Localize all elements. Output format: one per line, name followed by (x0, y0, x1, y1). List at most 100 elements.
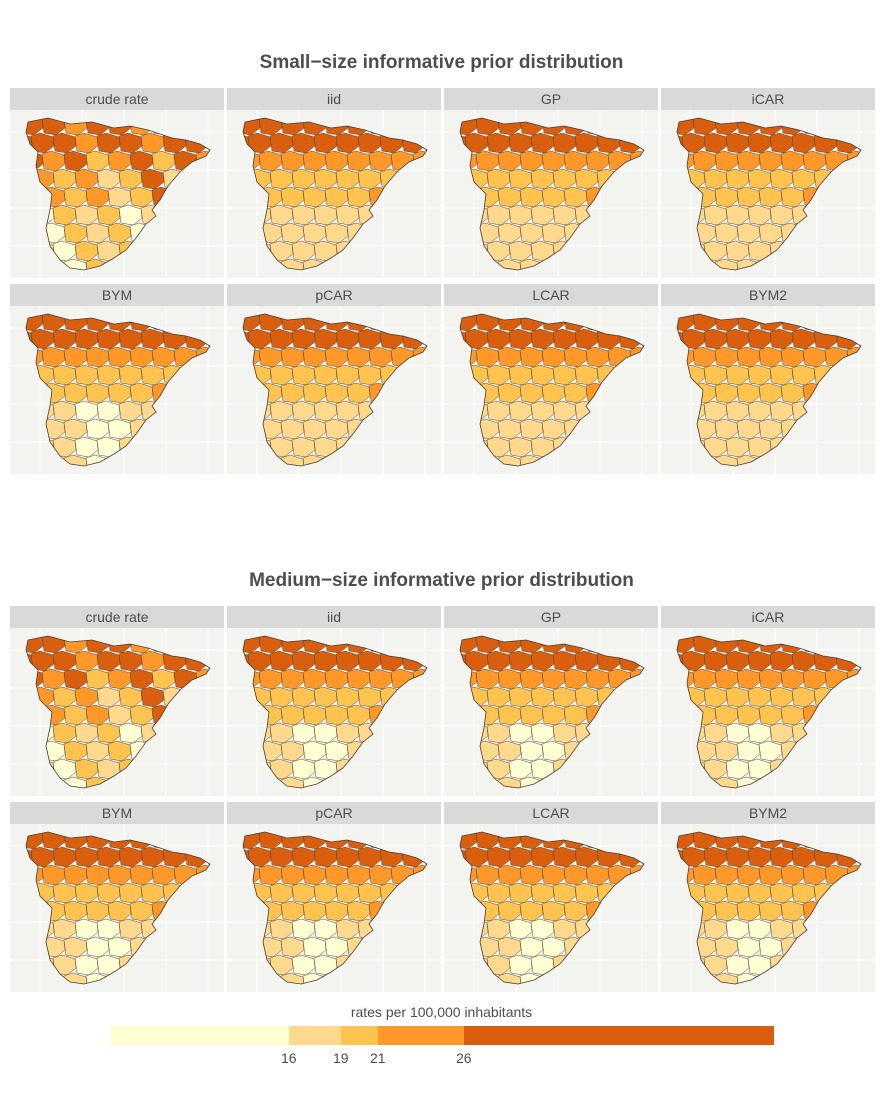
province-region (269, 882, 294, 904)
province-region (758, 900, 783, 922)
province-region (41, 222, 66, 244)
province-region (585, 454, 610, 466)
province-region (26, 686, 33, 708)
province-region (758, 258, 783, 270)
facet-strip-label: crude rate (10, 88, 224, 110)
province-region (280, 704, 305, 726)
province-region (107, 222, 132, 244)
province-region (390, 454, 415, 466)
province-region (802, 740, 827, 762)
province-region (390, 704, 415, 726)
province-region (302, 222, 327, 244)
choropleth-map (10, 628, 224, 796)
province-region (151, 222, 176, 244)
province-region (692, 150, 717, 172)
province-region (769, 882, 794, 904)
province-region (85, 418, 110, 440)
facet-panel: BYM2 (661, 802, 875, 992)
province-region (703, 364, 728, 386)
province-region (530, 758, 555, 780)
province-region (423, 168, 427, 190)
province-region (26, 882, 33, 904)
province-region (618, 436, 643, 458)
province-region (346, 222, 371, 244)
province-region (118, 204, 143, 226)
province-region (324, 258, 349, 270)
province-region (74, 204, 99, 226)
province-region (530, 204, 555, 226)
province-region (247, 364, 272, 386)
province-region (692, 776, 717, 788)
province-region (184, 436, 209, 458)
province-region (258, 186, 283, 208)
province-region (173, 776, 198, 788)
province-region (508, 882, 533, 904)
province-region (41, 418, 66, 440)
province-region (346, 258, 371, 270)
province-region (423, 758, 427, 780)
province-region (302, 346, 327, 368)
choropleth-map (10, 824, 224, 992)
province-region (769, 686, 794, 708)
province-region (52, 722, 77, 744)
province-region (423, 364, 427, 386)
province-region (692, 900, 717, 922)
province-region (607, 382, 632, 404)
province-region (247, 882, 272, 904)
province-region (725, 846, 750, 868)
province-region (26, 364, 33, 386)
province-region (835, 364, 860, 386)
province-region (747, 204, 772, 226)
province-region (736, 704, 761, 726)
province-region (464, 846, 489, 868)
province-region (508, 168, 533, 190)
province-region (52, 954, 77, 976)
province-region (96, 328, 121, 350)
province-region (258, 864, 283, 886)
province-region (368, 900, 393, 922)
legend-title: rates per 100,000 inhabitants (350, 1004, 533, 1020)
province-region (824, 704, 849, 726)
province-region (63, 864, 88, 886)
facet-strip-label: GP (444, 88, 658, 110)
province-region (346, 936, 371, 958)
province-region (541, 900, 566, 922)
province-region (574, 328, 599, 350)
province-region (258, 900, 283, 922)
province-region (291, 168, 316, 190)
province-region (30, 758, 55, 780)
province-region (857, 882, 861, 904)
province-region (269, 204, 294, 226)
province-region (26, 168, 33, 190)
province-region (607, 776, 632, 788)
province-region (41, 668, 66, 690)
province-region (824, 258, 849, 270)
province-region (519, 346, 544, 368)
province-region (247, 758, 272, 780)
province-region (714, 186, 739, 208)
province-region (324, 418, 349, 440)
country-outline (676, 313, 862, 467)
province-region (519, 740, 544, 762)
province-region (835, 168, 860, 190)
province-region (291, 650, 316, 672)
province-region (585, 382, 610, 404)
country-outline (459, 117, 645, 271)
province-region (475, 222, 500, 244)
province-region (607, 936, 632, 958)
province-region (703, 954, 728, 976)
province-region (725, 364, 750, 386)
province-region (460, 328, 467, 350)
province-region (497, 346, 522, 368)
province-region (335, 400, 360, 422)
facet-strip-label: iCAR (661, 606, 875, 628)
facet-panel: BYM2 (661, 284, 875, 474)
province-region (552, 918, 577, 940)
province-region (563, 972, 588, 984)
province-region (74, 758, 99, 780)
province-region (302, 186, 327, 208)
province-region (368, 382, 393, 404)
province-region (486, 328, 511, 350)
province-region (563, 704, 588, 726)
province-region (291, 328, 316, 350)
